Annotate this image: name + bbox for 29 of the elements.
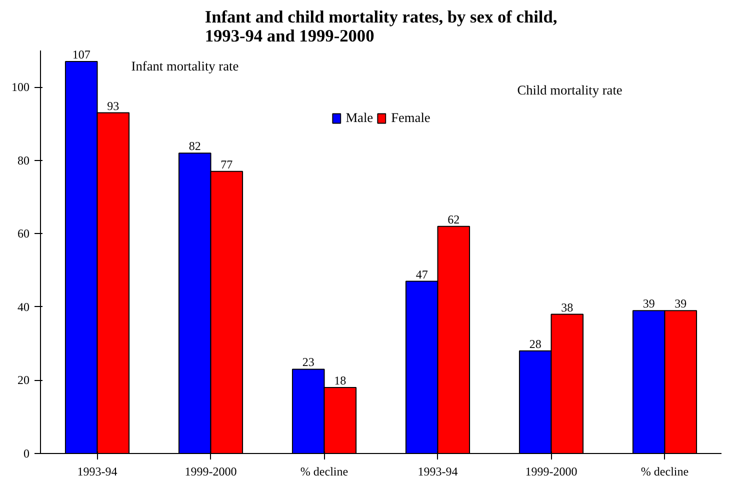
- data-label: 28: [529, 336, 542, 351]
- data-label: 107: [72, 47, 90, 62]
- y-tick-label: 80: [18, 153, 30, 168]
- y-tick-label: 100: [12, 80, 30, 94]
- data-label: 77: [220, 157, 233, 172]
- y-tick-label: 20: [18, 373, 30, 388]
- x-tick-label: 1999-2000: [525, 464, 578, 478]
- annotation: Infant mortality rate: [131, 58, 239, 74]
- chart-title: Infant and child mortality rates, by sex of child, 1993-94 and 1999-2000: [204, 8, 558, 46]
- data-label: 39: [642, 296, 655, 311]
- y-tick-label: 60: [18, 226, 30, 241]
- x-tick-label: % decline: [640, 464, 689, 478]
- data-label: 93: [107, 98, 120, 113]
- data-label: 23: [302, 355, 314, 370]
- data-label: 38: [561, 300, 574, 314]
- data-label: 62: [448, 212, 460, 226]
- x-tick-label: % decline: [300, 464, 348, 478]
- legend-label: Male: [346, 110, 374, 126]
- data-label: 18: [334, 374, 346, 388]
- data-label: 39: [674, 296, 687, 311]
- data-label: 82: [188, 139, 201, 154]
- x-tick-label: 1993-94: [418, 464, 458, 478]
- y-tick-label: 0: [24, 446, 30, 460]
- x-tick-label: 1993-94: [77, 464, 118, 478]
- data-label: 47: [416, 267, 428, 282]
- annotation: Child mortality rate: [517, 82, 622, 98]
- y-tick-label: 40: [18, 300, 30, 314]
- legend-label: Female: [391, 110, 430, 126]
- x-tick-label: 1999-2000: [184, 464, 237, 478]
